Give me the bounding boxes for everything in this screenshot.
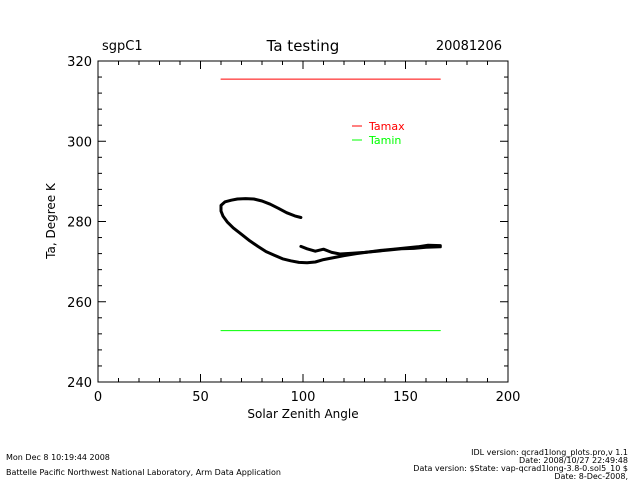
- y-axis-label: Ta, Degree K: [44, 182, 58, 260]
- x-tick-label: 0: [94, 390, 102, 405]
- y-tick-label: 300: [67, 135, 92, 150]
- footer-data-date: Date: 8-Dec-2008,: [554, 472, 628, 480]
- legend: Tamax Tamin: [352, 120, 405, 147]
- series-line-ta-3: [299, 244, 442, 256]
- y-tick-label: 260: [67, 296, 92, 311]
- x-tick-label: 150: [393, 390, 418, 405]
- footer-idl-version: IDL version: qcrad1long_plots.pro,v 1.1: [471, 448, 628, 457]
- legend-label-tamax: Tamax: [368, 120, 405, 133]
- axis-tick-labels: 0 50 100 150 200 240 260 280 300 320: [67, 55, 520, 405]
- plot-frame: [97, 60, 509, 383]
- legend-label-tamin: Tamin: [368, 134, 401, 147]
- date-label: 20081206: [436, 39, 502, 54]
- footer-data-version: Data version: $State: vap-qcrad1long-3.8…: [413, 464, 628, 473]
- x-tick-label: 50: [192, 390, 209, 405]
- chart-title: Ta testing: [266, 37, 340, 55]
- x-axis-label: Solar Zenith Angle: [247, 407, 358, 421]
- footer-idl-date: Date: 2008/10/27 22:49:48: [519, 456, 628, 465]
- y-tick-label: 320: [67, 55, 92, 70]
- site-label: sgpC1: [102, 39, 143, 54]
- footer-organization: Battelle Pacific Northwest National Labo…: [6, 468, 281, 477]
- axis-ticks: [97, 60, 509, 383]
- x-tick-label: 200: [496, 390, 521, 405]
- footer-timestamp: Mon Dec 8 10:19:44 2008: [6, 453, 110, 462]
- y-tick-label: 280: [67, 216, 92, 231]
- y-tick-label: 240: [67, 376, 92, 391]
- x-tick-label: 100: [291, 390, 316, 405]
- series-layer: [219, 78, 442, 332]
